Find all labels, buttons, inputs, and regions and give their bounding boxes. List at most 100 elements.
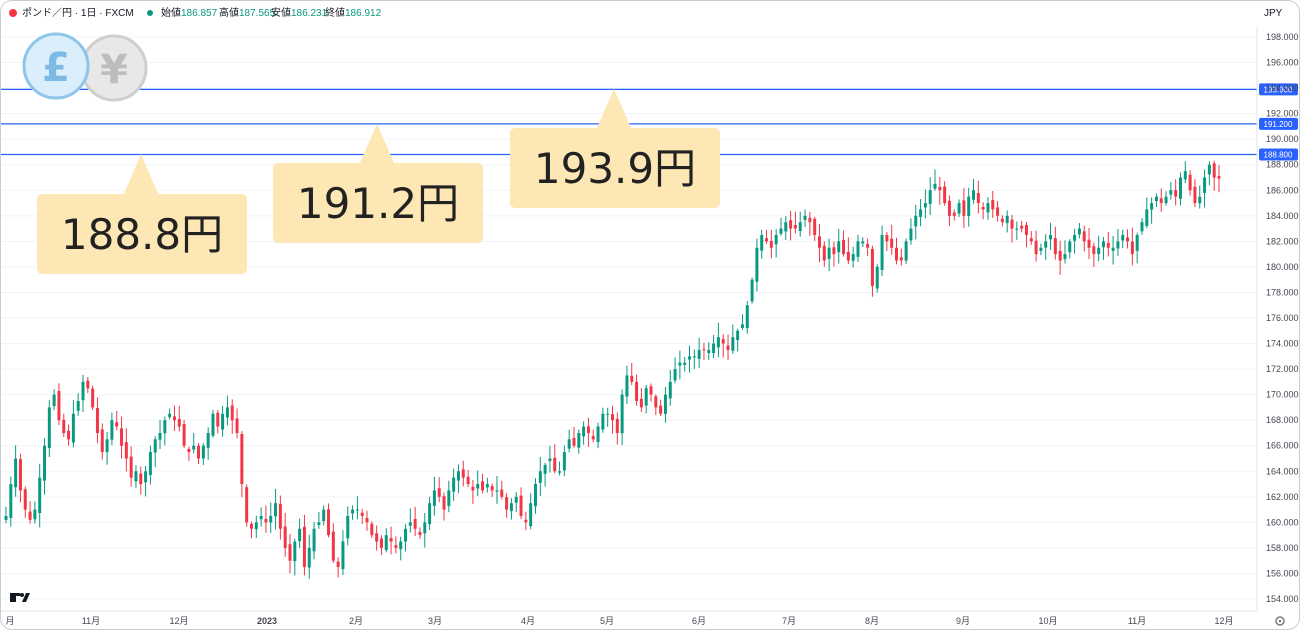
low-label: 安値 <box>271 6 291 19</box>
open-value: 186.857 <box>181 8 218 19</box>
candle-body <box>355 509 359 511</box>
candle-body <box>192 445 196 450</box>
candle-body <box>567 439 571 449</box>
candle-body <box>1154 196 1158 202</box>
candle-body <box>197 445 201 459</box>
y-tick-label: 178.000 <box>1266 287 1299 297</box>
candle-body <box>67 430 71 440</box>
candle-body <box>923 203 927 208</box>
candle-body <box>712 343 716 354</box>
candle-body <box>490 486 494 491</box>
callout-box <box>510 128 720 208</box>
candle-body <box>1092 246 1096 255</box>
price-axis[interactable]: 154.000 156.000 158.000 160.000 162.000 164.0… <box>1256 27 1299 611</box>
candle-body <box>346 515 350 539</box>
candle-body <box>9 484 13 518</box>
candle-body <box>110 420 114 440</box>
candle-body <box>798 222 802 232</box>
x-tick-label: 4月 <box>521 616 535 626</box>
currency-label[interactable]: JPY <box>1264 8 1283 19</box>
candle-body <box>187 448 191 453</box>
candle-body <box>1130 241 1134 255</box>
x-tick-label: 11月 <box>82 616 100 626</box>
candle-body <box>1097 247 1101 255</box>
x-tick-label: 9月 <box>956 616 970 626</box>
y-tick-label: 164.000 <box>1266 466 1299 476</box>
candle-body <box>793 225 797 229</box>
candle-body <box>673 369 677 381</box>
candle-body <box>837 241 841 253</box>
candle-body <box>4 515 8 520</box>
grid-lines <box>1 36 1257 600</box>
y-tick-label: 168.000 <box>1266 415 1299 425</box>
candle-body <box>1164 196 1168 204</box>
candle-body <box>471 486 475 491</box>
candle-body <box>765 238 769 242</box>
candle-body <box>716 337 720 348</box>
candle-body <box>509 503 513 512</box>
high-value: 187.565 <box>239 8 276 19</box>
candle-body <box>370 523 374 536</box>
candle-body <box>163 420 167 434</box>
candle-body <box>389 537 393 542</box>
candle-body <box>851 254 855 261</box>
y-tick-label: 188.000 <box>1266 160 1299 170</box>
candle-body <box>760 234 764 251</box>
level-price-tag <box>1259 148 1298 161</box>
y-tick-label: 186.000 <box>1266 185 1299 195</box>
level-price-tag-label: 191.200 <box>1264 120 1293 129</box>
candle-body <box>774 234 778 245</box>
candle-body <box>962 200 966 216</box>
candle-body <box>172 416 176 421</box>
candle-body <box>408 522 412 526</box>
candle-body <box>148 452 152 476</box>
tradingview-logo-icon[interactable] <box>10 593 30 602</box>
candle-body <box>870 248 874 287</box>
candle-body <box>577 432 581 448</box>
candle-body <box>1077 228 1081 235</box>
candle-body <box>630 375 634 382</box>
candle-body <box>144 471 148 483</box>
candle-body <box>1063 254 1067 260</box>
candle-body <box>1015 228 1019 230</box>
candle-body <box>533 484 537 507</box>
candle-body <box>201 445 205 459</box>
y-tick-label: 176.000 <box>1266 313 1299 323</box>
chart-header: ポンド／円 · 1日 · FXCM 始値 186.857 高値 187.565 … <box>9 6 1283 19</box>
candle-body <box>456 471 460 481</box>
candle-body <box>317 522 321 525</box>
candle-body <box>625 375 629 397</box>
candle-body <box>1207 164 1211 175</box>
y-tick-label: 162.000 <box>1266 492 1299 502</box>
candle-body <box>476 484 480 489</box>
candle-body <box>702 349 706 351</box>
gear-icon[interactable] <box>1275 616 1285 626</box>
candle-body <box>707 349 711 354</box>
y-tick-label: 184.000 <box>1266 211 1299 221</box>
candle-body <box>360 512 364 516</box>
symbol-title[interactable]: ポンド／円 · 1日 · FXCM <box>22 7 134 19</box>
level-price-tag-label: 193.900 <box>1264 85 1293 94</box>
callout-box <box>273 163 483 243</box>
candle-body <box>842 239 846 255</box>
candle-body <box>644 388 648 406</box>
candle-body <box>1039 247 1043 251</box>
y-tick-label: 160.000 <box>1266 517 1299 527</box>
candle-body <box>269 515 273 523</box>
candle-body <box>957 203 961 214</box>
candle-body <box>803 215 807 220</box>
candle-body <box>293 541 297 562</box>
candle-body <box>947 200 951 216</box>
candle-body <box>28 511 32 520</box>
time-axis[interactable]: 月 11月 12月 2023 2月 3月 4月 5月 6月 7月 8月 9月 10月 11月 12月 <box>1 610 1257 626</box>
candle-body <box>177 418 181 427</box>
candle-body <box>938 186 942 191</box>
x-tick-label: 8月 <box>865 616 879 626</box>
candle-body <box>890 238 894 248</box>
candle-body <box>885 234 889 242</box>
y-tick-label: 182.000 <box>1266 236 1299 246</box>
y-tick-label: 170.000 <box>1266 390 1299 400</box>
candle-body <box>481 481 485 491</box>
candle-body <box>245 487 249 523</box>
